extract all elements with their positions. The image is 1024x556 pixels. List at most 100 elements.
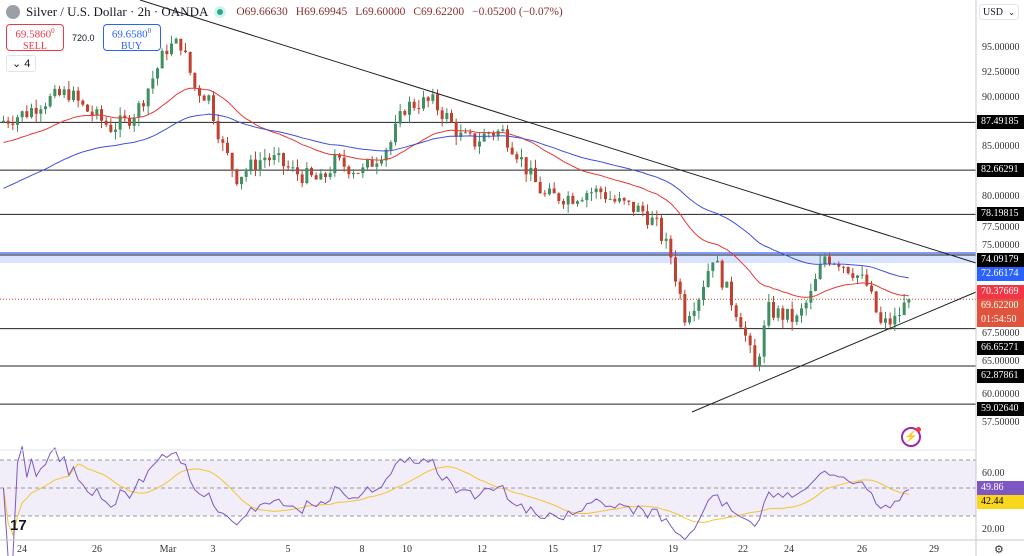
candle-body — [207, 95, 211, 101]
indicators-toggle[interactable]: ⌄ 4 — [6, 55, 37, 72]
candle-body — [622, 198, 626, 201]
candle-body — [146, 88, 150, 107]
candle-body — [697, 299, 701, 311]
candle-body — [548, 188, 551, 195]
price-tick: 57.50000 — [982, 416, 1020, 428]
tradingview-logo[interactable]: 17 — [10, 517, 27, 534]
candle-body — [244, 171, 248, 177]
candle-body — [440, 110, 444, 120]
candle-body — [389, 142, 393, 150]
price-tick: 60.00000 — [982, 388, 1020, 400]
sell-button[interactable]: 69.58600 SELL — [6, 24, 64, 52]
candle-body — [221, 139, 225, 143]
candle-body — [118, 115, 122, 130]
candle-body — [450, 112, 453, 122]
candle-body — [874, 291, 878, 313]
candle-body — [646, 211, 649, 225]
symbol-logo-icon — [6, 5, 20, 19]
candle-body — [300, 174, 304, 184]
candle-body — [361, 167, 365, 174]
candle-body — [160, 50, 164, 69]
rsi-ma-value-label: 42.44 — [977, 495, 1024, 510]
price-tick: 92.50000 — [982, 66, 1020, 78]
trendlines[interactable] — [139, 0, 977, 413]
candle-body — [842, 266, 845, 268]
candle-body — [128, 117, 131, 126]
candle-body — [884, 318, 887, 323]
candle-body — [282, 153, 285, 167]
candle-body — [39, 109, 43, 114]
candle-body — [585, 193, 589, 201]
buy-button[interactable]: 69.65800 BUY — [102, 24, 161, 52]
candle-body — [403, 111, 407, 115]
candle-body — [608, 198, 612, 200]
sell-label: SELL — [23, 40, 47, 52]
candle-body — [538, 182, 542, 194]
candle-body — [104, 120, 108, 125]
level-price-label: 74.09179 — [977, 253, 1024, 267]
candle-body — [781, 308, 785, 320]
time-tick: 3 — [210, 544, 216, 555]
candle-body — [590, 192, 593, 194]
candle-body — [510, 147, 514, 155]
time-tick: 12 — [477, 544, 487, 555]
rsi-tick: 60.00 — [982, 468, 1005, 479]
candle-body — [790, 308, 794, 322]
candle-body — [688, 315, 691, 323]
candle-body — [314, 175, 318, 180]
candle-body — [165, 50, 169, 55]
time-tick: 26 — [92, 544, 102, 555]
candle-body — [81, 100, 85, 105]
candle-body — [226, 142, 229, 154]
candle-body — [678, 281, 682, 294]
candle-body — [571, 195, 575, 204]
candle-body — [898, 315, 901, 317]
candle-body — [11, 123, 15, 125]
candle-body — [95, 109, 99, 116]
time-tick: 24 — [784, 544, 794, 555]
time-tick: 10 — [402, 544, 412, 555]
level-price-label: 66.65271 — [977, 340, 1024, 355]
ema-fast-price-label: 70.37669 — [977, 284, 1024, 299]
candle-body — [408, 101, 411, 115]
candle-body — [16, 117, 19, 125]
ema-slow-line — [3, 113, 909, 279]
candle-body — [426, 97, 430, 101]
candle-body — [398, 111, 402, 124]
candle-body — [800, 308, 803, 316]
symbol-title[interactable]: Silver / U.S. Dollar · 2h · OANDA — [26, 4, 209, 19]
candle-body — [468, 132, 472, 134]
candle-body — [366, 159, 369, 168]
candle-body — [338, 154, 341, 158]
currency-select[interactable]: USD ⌄ — [979, 4, 1019, 20]
candle-body — [291, 167, 295, 169]
candle-body — [879, 312, 883, 323]
candle-body — [90, 111, 94, 116]
candle-body — [566, 195, 570, 205]
time-tick: 29 — [929, 544, 939, 555]
candle-body — [860, 274, 864, 276]
candle-body — [786, 308, 789, 320]
level-price-label: 87.49185 — [977, 115, 1024, 130]
candle-body — [123, 115, 127, 118]
buy-price: 69.6580 — [111, 28, 148, 41]
candle-body — [2, 120, 5, 123]
candle-body — [62, 89, 66, 96]
candle-body — [599, 188, 603, 193]
settings-icon[interactable]: ⚙ — [994, 544, 1004, 556]
time-tick: 19 — [668, 544, 678, 555]
ema-slow-price-label: 72.66174 — [977, 267, 1024, 281]
candle-body — [384, 149, 388, 161]
candle-body — [459, 132, 463, 137]
candle-body — [562, 201, 565, 205]
candle-body — [86, 104, 89, 112]
flash-icon[interactable]: ⚡ — [901, 427, 921, 447]
candle-body — [720, 260, 724, 288]
rsi-ma-line — [3, 463, 909, 537]
candle-body — [650, 217, 654, 225]
ohlc-open: O69.66630 — [236, 6, 288, 18]
market-status-icon[interactable] — [214, 6, 227, 18]
candle-body — [342, 157, 346, 167]
candle-body — [893, 315, 897, 325]
